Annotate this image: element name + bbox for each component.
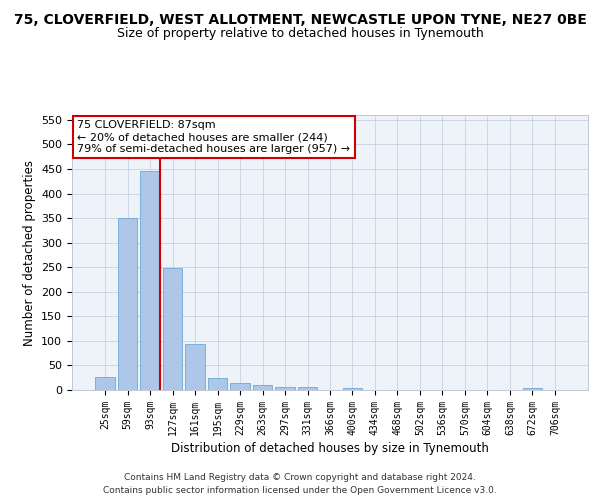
Text: Contains public sector information licensed under the Open Government Licence v3: Contains public sector information licen… bbox=[103, 486, 497, 495]
Bar bbox=[118, 218, 137, 390]
Bar bbox=[298, 387, 317, 390]
Bar bbox=[275, 386, 295, 390]
Bar bbox=[185, 344, 205, 390]
Bar bbox=[95, 376, 115, 390]
Text: Size of property relative to detached houses in Tynemouth: Size of property relative to detached ho… bbox=[116, 28, 484, 40]
Bar bbox=[230, 383, 250, 390]
Bar bbox=[140, 172, 160, 390]
Y-axis label: Number of detached properties: Number of detached properties bbox=[23, 160, 35, 346]
Text: 75 CLOVERFIELD: 87sqm
← 20% of detached houses are smaller (244)
79% of semi-det: 75 CLOVERFIELD: 87sqm ← 20% of detached … bbox=[77, 120, 350, 154]
Bar bbox=[523, 388, 542, 390]
Bar bbox=[208, 378, 227, 390]
Text: 75, CLOVERFIELD, WEST ALLOTMENT, NEWCASTLE UPON TYNE, NE27 0BE: 75, CLOVERFIELD, WEST ALLOTMENT, NEWCAST… bbox=[14, 12, 586, 26]
Bar bbox=[253, 384, 272, 390]
X-axis label: Distribution of detached houses by size in Tynemouth: Distribution of detached houses by size … bbox=[171, 442, 489, 455]
Bar bbox=[343, 388, 362, 390]
Text: Contains HM Land Registry data © Crown copyright and database right 2024.: Contains HM Land Registry data © Crown c… bbox=[124, 474, 476, 482]
Bar bbox=[163, 268, 182, 390]
